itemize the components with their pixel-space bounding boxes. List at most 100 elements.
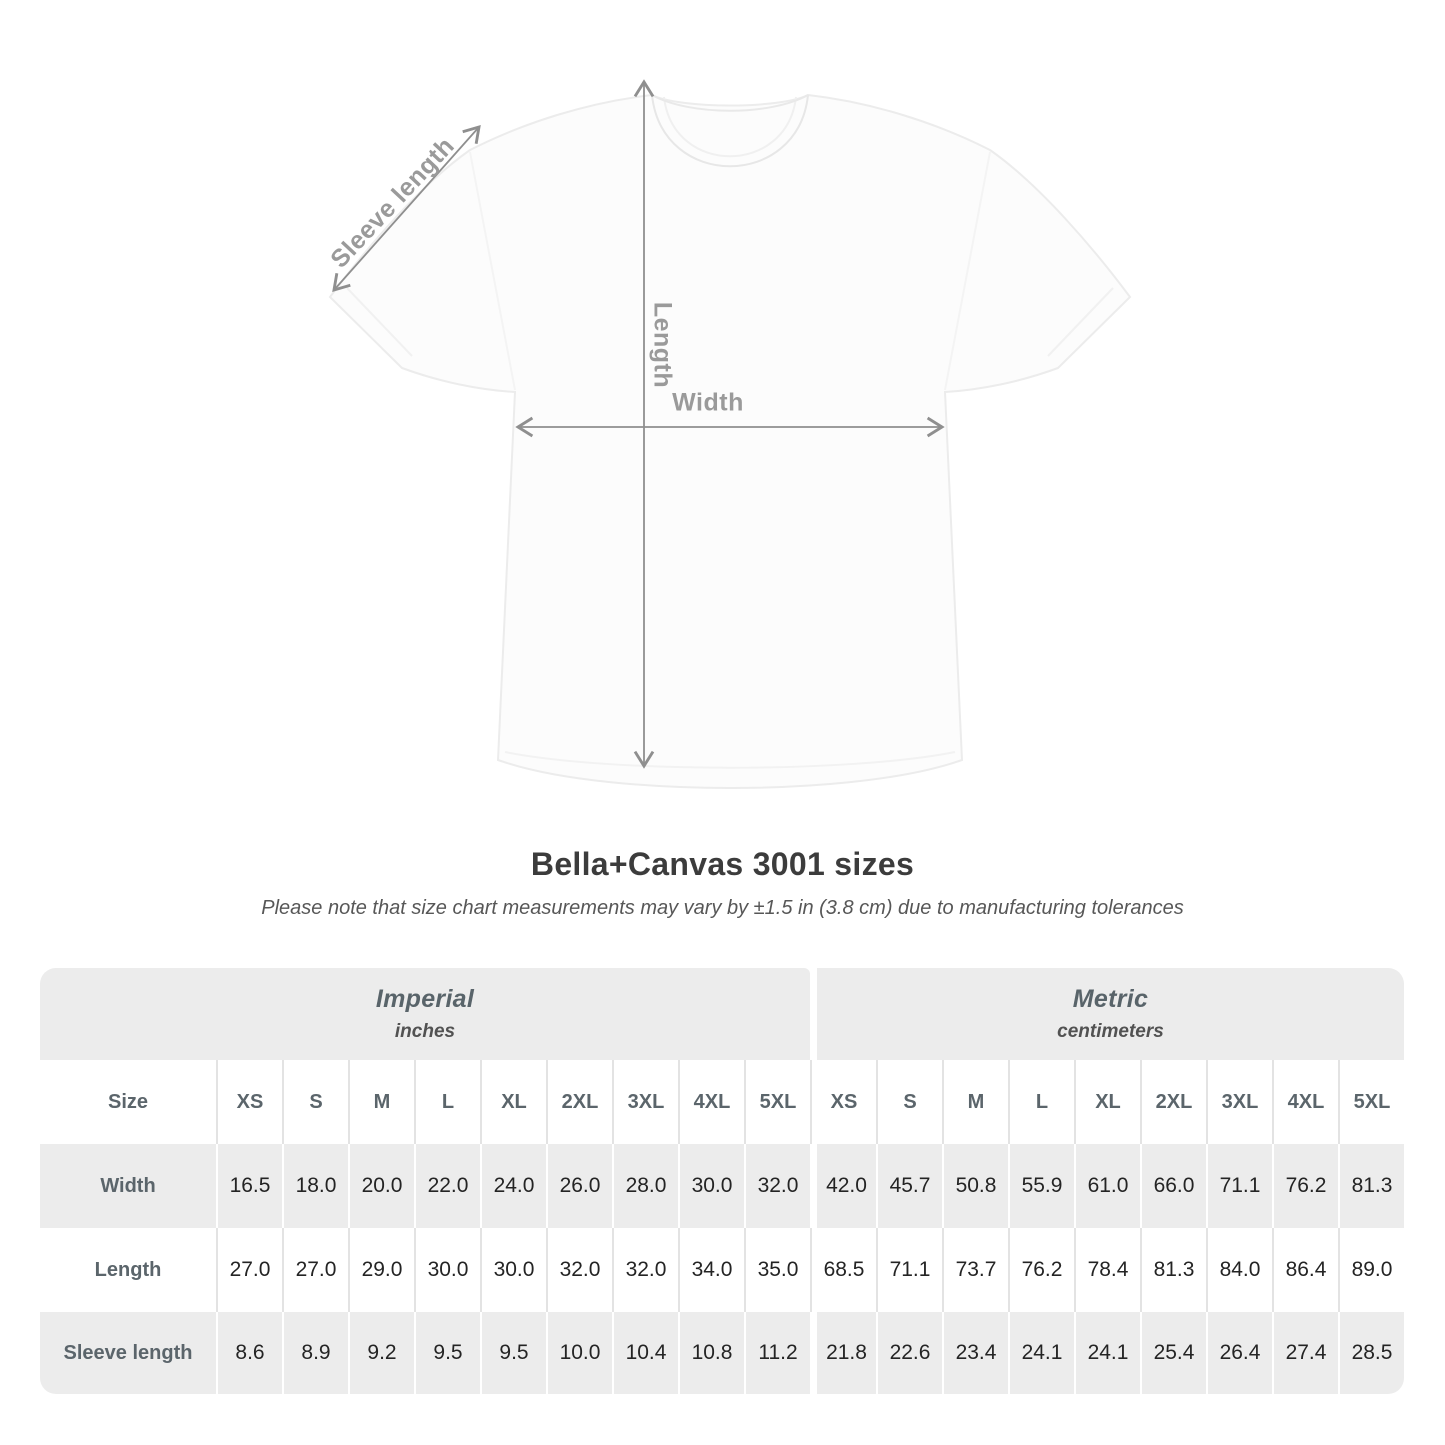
value-cell: 27.0: [282, 1228, 348, 1312]
value-cell: 18.0: [282, 1144, 348, 1228]
size-header-metric-s: S: [876, 1060, 942, 1144]
measurement-arrows: [332, 79, 945, 769]
value-cell: 26.0: [546, 1144, 612, 1228]
value-cell: 35.0: [744, 1228, 810, 1312]
value-cell: 89.0: [1338, 1228, 1404, 1312]
size-header-row: Size XS S M L XL 2XL 3XL 4XL 5XL XS S M L XL 2XL 3XL 4XL…: [40, 1060, 1404, 1144]
value-cell: 8.9: [282, 1312, 348, 1394]
value-cell: 50.8: [942, 1144, 1008, 1228]
size-header-imperial-l: L: [414, 1060, 480, 1144]
imperial-group-unit: inches: [394, 1021, 456, 1042]
size-header-metric-xs: XS: [810, 1060, 876, 1144]
value-cell: 26.4: [1206, 1312, 1272, 1394]
size-header-imperial-4xl: 4XL: [678, 1060, 744, 1144]
value-cell: 68.5: [810, 1228, 876, 1312]
size-header-metric-l: L: [1008, 1060, 1074, 1144]
value-cell: 32.0: [744, 1144, 810, 1228]
tshirt-diagram: Sleeve length Length Width: [325, 79, 1132, 790]
value-cell: 9.2: [348, 1312, 414, 1394]
value-cell: 24.1: [1074, 1312, 1140, 1394]
size-column-header: Size: [40, 1060, 216, 1144]
value-cell: 81.3: [1140, 1228, 1206, 1312]
size-table-container: Imperial inches Metric centimeters Size …: [40, 968, 1404, 1394]
imperial-group-title: Imperial: [375, 985, 475, 1013]
size-header-metric-m: M: [942, 1060, 1008, 1144]
value-cell: 22.6: [876, 1312, 942, 1394]
value-cell: 20.0: [348, 1144, 414, 1228]
value-cell: 81.3: [1338, 1144, 1404, 1228]
page-title: Bella+Canvas 3001 sizes: [530, 846, 915, 882]
value-cell: 76.2: [1272, 1144, 1338, 1228]
value-cell: 29.0: [348, 1228, 414, 1312]
value-cell: 34.0: [678, 1228, 744, 1312]
value-cell: 66.0: [1140, 1144, 1206, 1228]
value-cell: 78.4: [1074, 1228, 1140, 1312]
value-cell: 61.0: [1074, 1144, 1140, 1228]
value-cell: 10.8: [678, 1312, 744, 1394]
size-table: Imperial inches Metric centimeters Size …: [40, 968, 1404, 1394]
value-cell: 86.4: [1272, 1228, 1338, 1312]
size-header-metric-2xl: 2XL: [1140, 1060, 1206, 1144]
value-cell: 27.4: [1272, 1312, 1338, 1394]
table-row: Length 27.0 27.0 29.0 30.0 30.0 32.0 32.0 34.0 35…: [40, 1228, 1404, 1312]
value-cell: 32.0: [612, 1228, 678, 1312]
value-cell: 71.1: [876, 1228, 942, 1312]
value-cell: 21.8: [810, 1312, 876, 1394]
value-cell: 25.4: [1140, 1312, 1206, 1394]
size-header-imperial-xs: XS: [216, 1060, 282, 1144]
value-cell: 73.7: [942, 1228, 1008, 1312]
value-cell: 9.5: [414, 1312, 480, 1394]
imperial-group-header: Imperial inches: [40, 968, 810, 1060]
value-cell: 30.0: [480, 1228, 546, 1312]
value-cell: 10.4: [612, 1312, 678, 1394]
value-cell: 30.0: [678, 1144, 744, 1228]
size-header-imperial-m: M: [348, 1060, 414, 1144]
tolerance-note: Please note that size chart measurements…: [261, 897, 1184, 919]
value-cell: 30.0: [414, 1228, 480, 1312]
value-cell: 55.9: [1008, 1144, 1074, 1228]
heading: Bella+Canvas 3001 sizes Please note that…: [0, 846, 1445, 920]
length-row-label: Length: [40, 1228, 216, 1312]
table-row: Width 16.5 18.0 20.0 22.0 24.0 26.0 28.0 30.0 32.…: [40, 1144, 1404, 1228]
width-label: Width: [672, 388, 744, 417]
sleeve-length-row-label: Sleeve length: [40, 1312, 216, 1394]
size-header-imperial-s: S: [282, 1060, 348, 1144]
size-header-imperial-xl: XL: [480, 1060, 546, 1144]
size-header-metric-4xl: 4XL: [1272, 1060, 1338, 1144]
value-cell: 28.5: [1338, 1312, 1404, 1394]
value-cell: 24.0: [480, 1144, 546, 1228]
table-row: Sleeve length 8.6 8.9 9.2 9.5 9.5 10.0 10.4 10.8…: [40, 1312, 1404, 1394]
value-cell: 23.4: [942, 1312, 1008, 1394]
size-header-metric-3xl: 3XL: [1206, 1060, 1272, 1144]
value-cell: 76.2: [1008, 1228, 1074, 1312]
metric-group-title: Metric: [1072, 985, 1149, 1013]
value-cell: 9.5: [480, 1312, 546, 1394]
value-cell: 22.0: [414, 1144, 480, 1228]
value-cell: 71.1: [1206, 1144, 1272, 1228]
size-header-imperial-5xl: 5XL: [744, 1060, 810, 1144]
metric-group-header: Metric centimeters: [810, 968, 1404, 1060]
size-header-imperial-3xl: 3XL: [612, 1060, 678, 1144]
length-label: Length: [648, 301, 677, 389]
size-header-imperial-2xl: 2XL: [546, 1060, 612, 1144]
value-cell: 24.1: [1008, 1312, 1074, 1394]
unit-group-row: Imperial inches Metric centimeters: [40, 968, 1404, 1060]
sleeve-length-arrow: [332, 124, 481, 293]
size-header-metric-xl: XL: [1074, 1060, 1140, 1144]
tshirt-illustration: [328, 79, 1132, 790]
value-cell: 42.0: [810, 1144, 876, 1228]
value-cell: 84.0: [1206, 1228, 1272, 1312]
metric-group-unit: centimeters: [1057, 1021, 1164, 1042]
value-cell: 28.0: [612, 1144, 678, 1228]
value-cell: 10.0: [546, 1312, 612, 1394]
value-cell: 45.7: [876, 1144, 942, 1228]
size-header-metric-5xl: 5XL: [1338, 1060, 1404, 1144]
value-cell: 11.2: [744, 1312, 810, 1394]
value-cell: 16.5: [216, 1144, 282, 1228]
value-cell: 8.6: [216, 1312, 282, 1394]
width-row-label: Width: [40, 1144, 216, 1228]
value-cell: 27.0: [216, 1228, 282, 1312]
value-cell: 32.0: [546, 1228, 612, 1312]
tshirt-shape: [328, 93, 1132, 790]
